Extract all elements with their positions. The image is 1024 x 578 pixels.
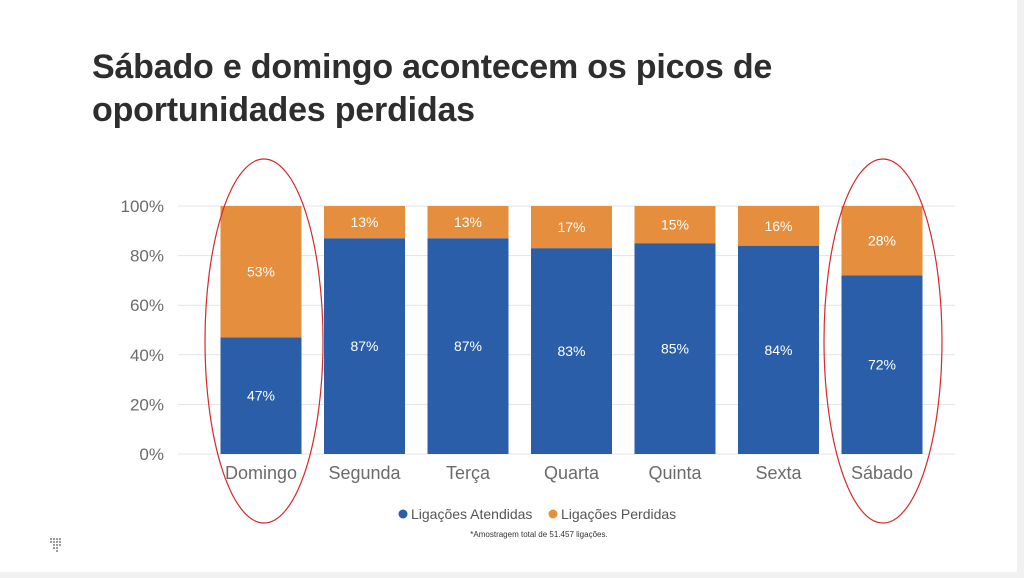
bar-segment-perdidas [427, 206, 509, 239]
y-tick-label: 0% [139, 445, 164, 464]
x-tick-label: Domingo [225, 463, 297, 483]
data-label: 13% [350, 214, 378, 230]
x-tick-label: Terça [446, 463, 491, 483]
bar-segment-atendidas [531, 248, 612, 454]
x-tick-label: Segunda [328, 463, 401, 483]
highlight-ellipse [204, 158, 324, 524]
legend-label: Ligações Atendidas [411, 506, 532, 522]
bar-segment-perdidas [531, 206, 612, 249]
data-label: 84% [764, 342, 792, 358]
bar-segment-atendidas [427, 238, 509, 454]
x-tick-label: Quarta [544, 463, 600, 483]
bar-segment-perdidas [634, 206, 716, 244]
data-label: 53% [247, 264, 275, 280]
y-tick-label: 40% [130, 346, 164, 365]
bar-segment-atendidas [324, 238, 405, 454]
bar-segment-atendidas [738, 245, 819, 454]
bar-segment-perdidas [324, 206, 405, 239]
data-label: 85% [661, 341, 689, 357]
data-label: 15% [661, 217, 689, 233]
bar-segment-perdidas [220, 206, 302, 338]
data-label: 87% [454, 338, 482, 354]
slide-title: Sábado e domingo acontecem os picos de o… [92, 48, 773, 129]
legend-marker [548, 509, 558, 519]
footnote: *Amostragem total de 51.457 ligações. [470, 530, 608, 539]
x-tick-label: Sexta [755, 463, 802, 483]
bar-segment-atendidas [220, 337, 302, 454]
x-tick-label: Quinta [648, 463, 702, 483]
bar-segment-atendidas [841, 275, 923, 454]
highlight-ellipse [823, 158, 943, 524]
y-tick-label: 20% [130, 395, 164, 414]
data-label: 16% [764, 218, 792, 234]
brand-logo-icon [50, 538, 61, 552]
data-label: 13% [454, 214, 482, 230]
y-tick-label: 60% [130, 296, 164, 315]
data-label: 87% [350, 338, 378, 354]
data-label: 17% [557, 219, 585, 235]
legend-marker [398, 509, 408, 519]
data-label: 83% [557, 343, 585, 359]
frame-edge-bottom [0, 572, 1024, 578]
bar-segment-perdidas [738, 206, 819, 246]
bar-segment-perdidas [841, 206, 923, 276]
data-label: 28% [868, 233, 896, 249]
frame-edge-right [1017, 0, 1024, 578]
y-tick-label: 80% [130, 247, 164, 266]
bar-segment-atendidas [634, 243, 716, 454]
data-label: 72% [868, 357, 896, 373]
legend-label: Ligações Perdidas [561, 506, 676, 522]
y-tick-label: 100% [121, 197, 164, 216]
x-tick-label: Sábado [851, 463, 913, 483]
data-label: 47% [247, 388, 275, 404]
